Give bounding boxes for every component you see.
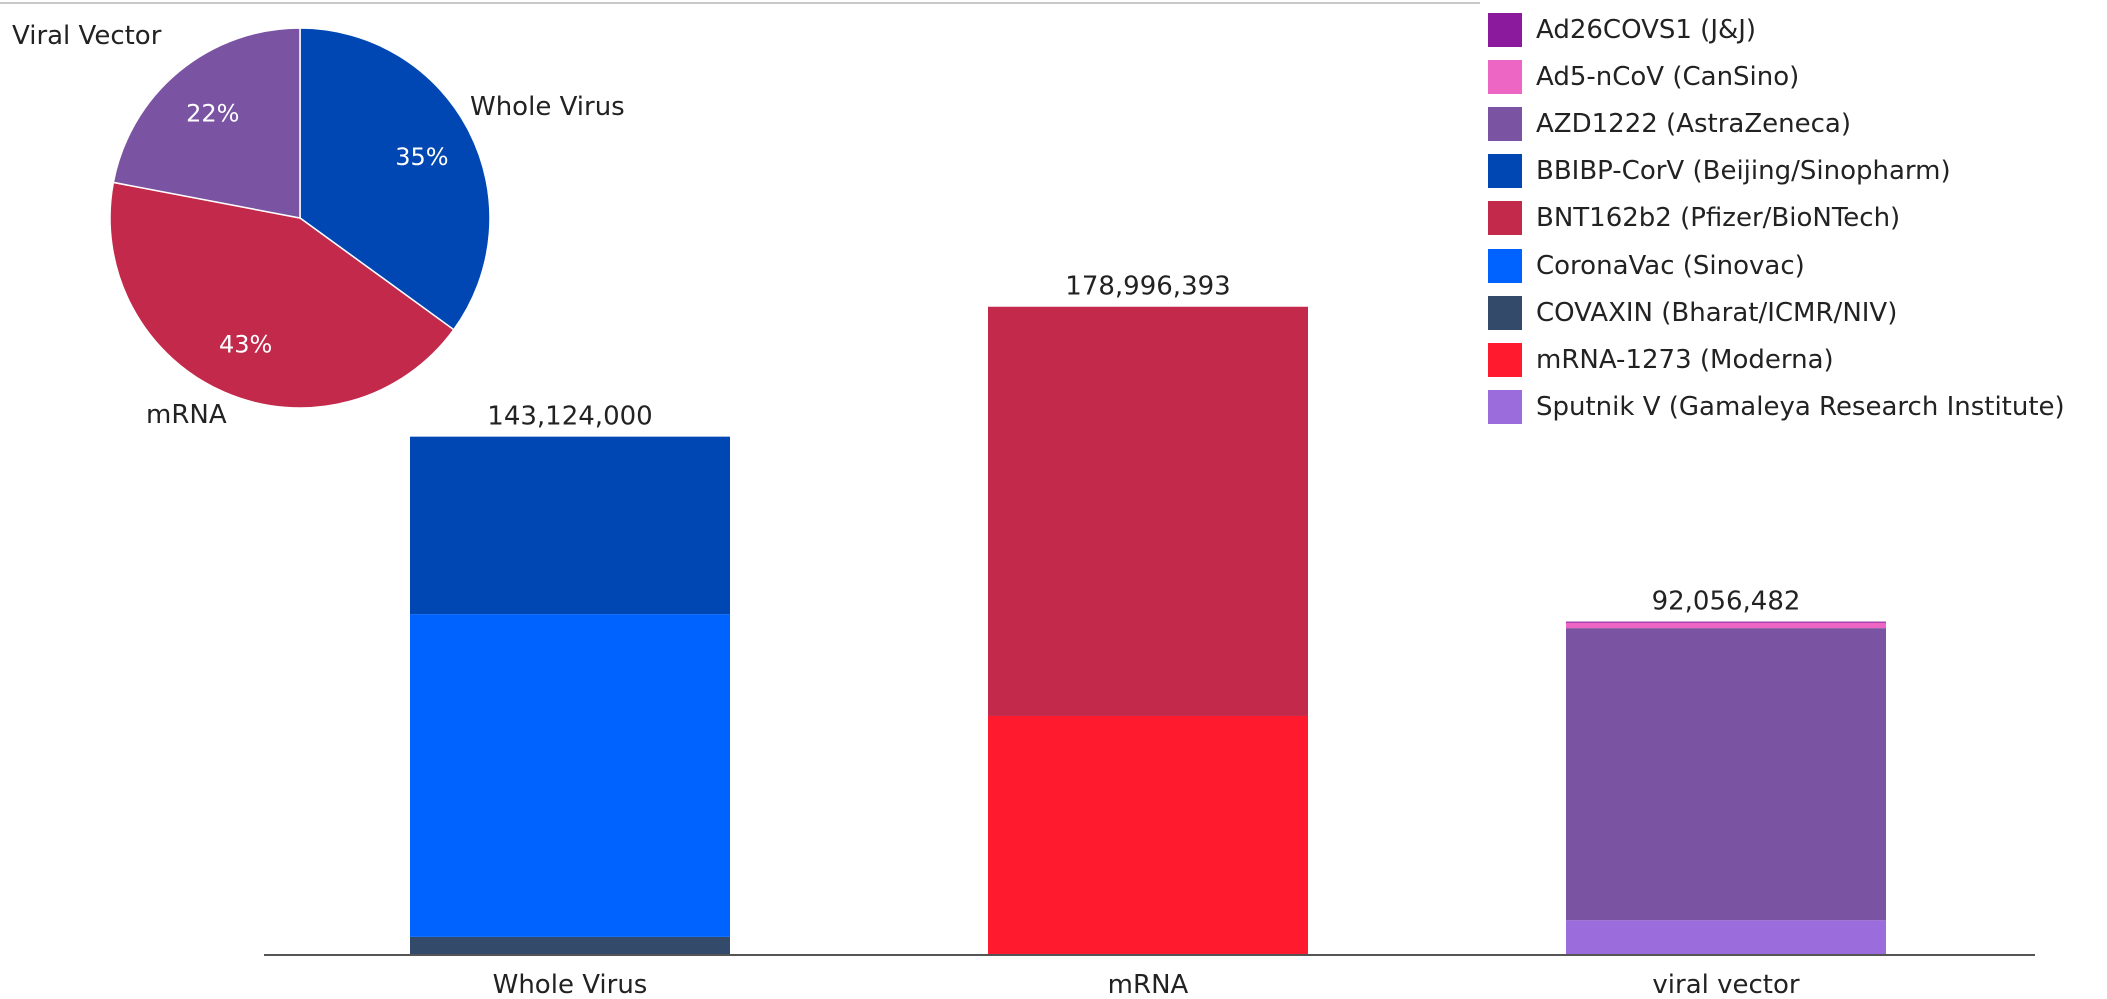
bar-segment-bnt162b2-pfizer-biontech [988, 306, 1308, 716]
legend-item-azd1222-astrazeneca: AZD1222 (AstraZeneca) [1488, 100, 2098, 147]
legend-swatch [1488, 248, 1522, 283]
pie-value-label: 43% [219, 331, 272, 359]
legend-swatch [1488, 342, 1522, 377]
legend-item-mrna-1273-moderna: mRNA-1273 (Moderna) [1488, 336, 2098, 383]
x-tick-label: Whole Virus [493, 970, 648, 999]
bar-total-label: 178,996,393 [1065, 272, 1230, 302]
legend-label: CoronaVac (Sinovac) [1536, 250, 1805, 281]
legend-label: AZD1222 (AstraZeneca) [1536, 108, 1851, 139]
pie-slice-viral-vector [112, 27, 301, 219]
legend-item-ad5-ncov-cansino: Ad5-nCoV (CanSino) [1488, 53, 2098, 100]
bar-segment-ad5-ncov-cansino [1566, 622, 1886, 629]
legend-item-covaxin-bharat-icmr-niv: COVAXIN (Bharat/ICMR/NIV) [1488, 289, 2098, 336]
bar-segment-azd1222-astrazeneca [1566, 628, 1886, 921]
pie-category-label: mRNA [146, 400, 227, 430]
bar-chart: 143,124,000 Whole Virus 178,996,393 mRNA 92,… [264, 272, 2035, 999]
pie-category-label: Viral Vector [12, 21, 162, 51]
legend-label: BBIBP-CorV (Beijing/Sinopharm) [1536, 156, 1951, 187]
pie-slice-whole-virus [299, 27, 491, 331]
legend-item-bnt162b2-pfizer-biontech: BNT162b2 (Pfizer/BioNTech) [1488, 195, 2098, 242]
legend-label: mRNA-1273 (Moderna) [1536, 344, 1834, 375]
x-tick-label: viral vector [1652, 970, 1800, 999]
legend-item-sputnik-v-gamaleya-research-institute: Sputnik V (Gamaleya Research Institute) [1488, 384, 2098, 431]
bar-total-label: 143,124,000 [487, 402, 652, 432]
pie-chart: 35% Whole Virus 43% mRNA 22% Viral Vector [12, 21, 625, 430]
pie-slice-mrna [109, 181, 455, 409]
bar-total-label: 92,056,482 [1652, 587, 1801, 617]
legend-item-ad26covs1-j-j: Ad26COVS1 (J&J) [1488, 6, 2098, 53]
legend-label: COVAXIN (Bharat/ICMR/NIV) [1536, 297, 1898, 328]
legend-label: BNT162b2 (Pfizer/BioNTech) [1536, 203, 1901, 234]
legend-item-coronavac-sinovac: CoronaVac (Sinovac) [1488, 242, 2098, 289]
legend-swatch [1488, 154, 1522, 189]
legend-swatch [1488, 390, 1522, 425]
pie-value-label: 35% [395, 143, 448, 171]
legend-swatch [1488, 12, 1522, 47]
legend-swatch [1488, 201, 1522, 236]
legend-label: Ad26COVS1 (J&J) [1536, 14, 1757, 45]
legend-label: Sputnik V (Gamaleya Research Institute) [1536, 392, 2065, 423]
bar-segment-ad26covs1-j-j [1566, 621, 1886, 623]
bar-segment-sputnik-v-gamaleya-research-institute [1566, 920, 1886, 955]
legend-swatch [1488, 106, 1522, 141]
pie-category-label: Whole Virus [470, 92, 625, 122]
legend-swatch [1488, 295, 1522, 330]
legend-label: Ad5-nCoV (CanSino) [1536, 61, 1800, 92]
legend-swatch [1488, 59, 1522, 94]
legend-item-bbibp-corv-beijing-sinopharm: BBIBP-CorV (Beijing/Sinopharm) [1488, 148, 2098, 195]
pie-value-label: 22% [186, 100, 239, 128]
bar-segment-coronavac-sinovac [410, 614, 730, 937]
bar-segment-mrna-1273-moderna [988, 715, 1308, 955]
bar-segment-covaxin-bharat-icmr-niv [410, 936, 730, 955]
bar-segment-bbibp-corv-beijing-sinopharm [410, 436, 730, 615]
x-tick-label: mRNA [1108, 970, 1189, 999]
chart-legend: Ad26COVS1 (J&J) Ad5-nCoV (CanSino) AZD1222… [1488, 6, 2098, 431]
